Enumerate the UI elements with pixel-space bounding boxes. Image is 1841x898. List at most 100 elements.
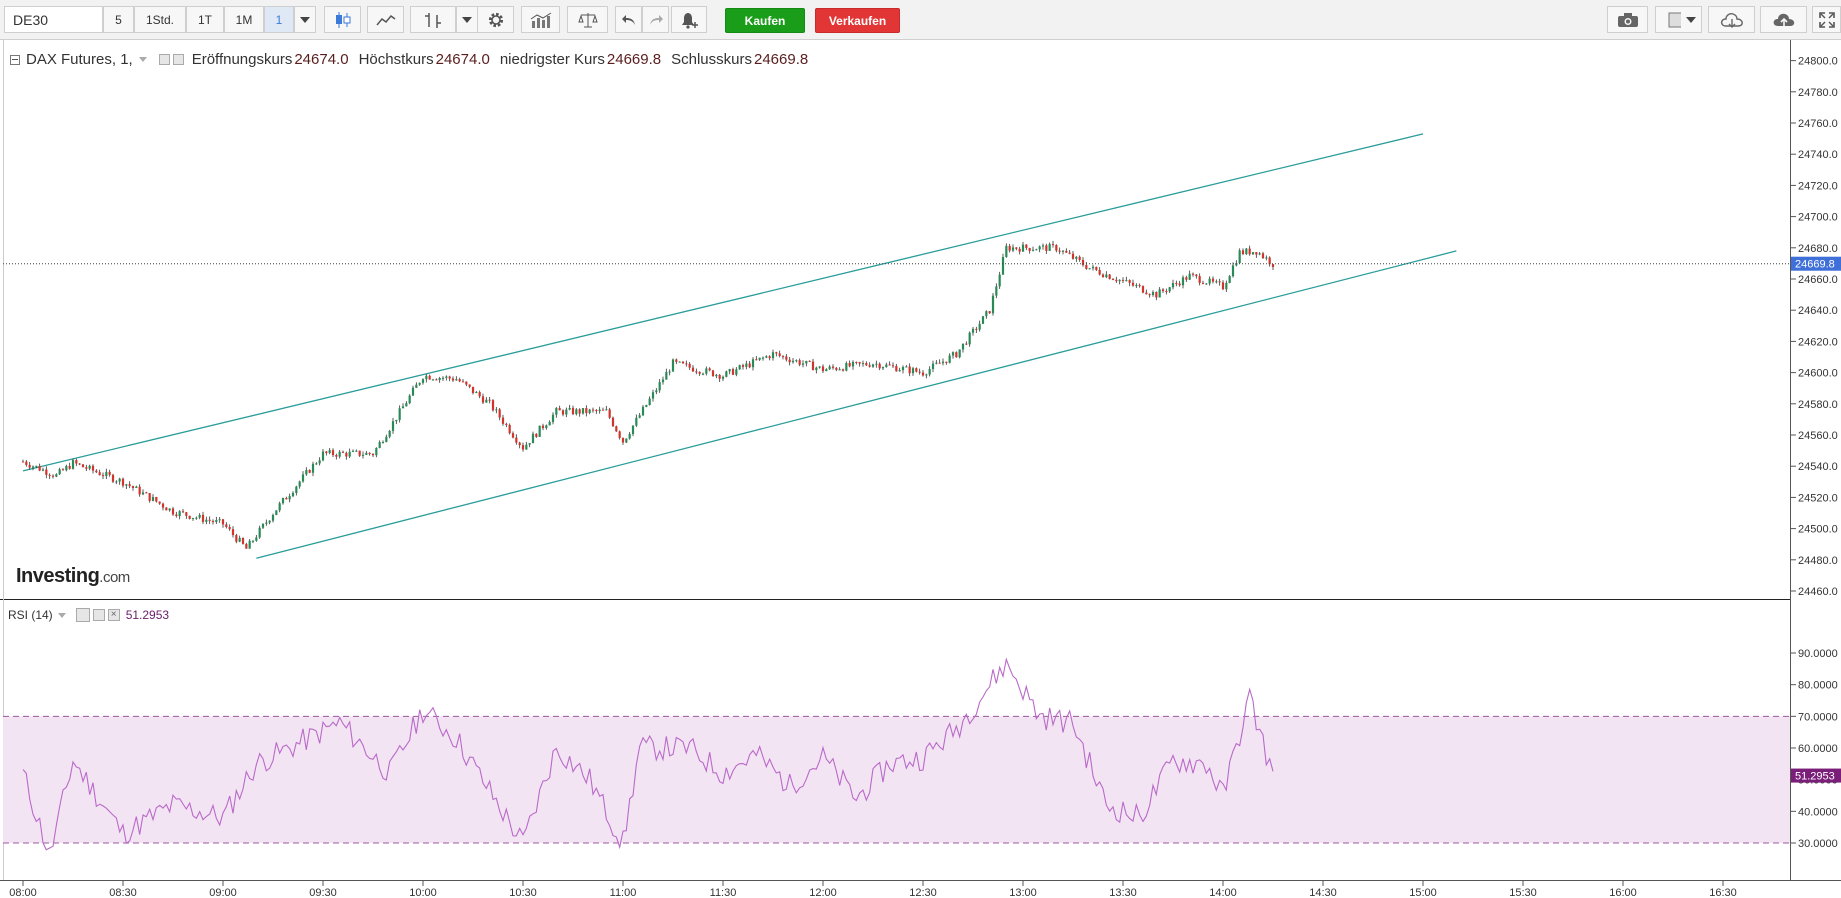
candle-body xyxy=(605,409,608,411)
candle-body xyxy=(708,368,711,371)
candle-body xyxy=(871,364,875,367)
load-layout-button[interactable] xyxy=(1708,6,1755,33)
interval-1d[interactable]: 1T xyxy=(186,6,224,33)
bar-type-button[interactable] xyxy=(410,6,456,33)
rsi-dropdown-icon[interactable] xyxy=(57,612,66,618)
candle-body xyxy=(341,451,345,453)
rsi-close-icon[interactable]: × xyxy=(107,609,120,621)
save-layout-button[interactable] xyxy=(1760,6,1807,33)
candle-body xyxy=(1101,274,1105,278)
candle-body xyxy=(245,543,248,549)
collapse-icon[interactable] xyxy=(10,54,20,65)
settings-small-icon[interactable] xyxy=(172,54,184,65)
x-tick-label: 14:00 xyxy=(1209,887,1237,898)
candle-body xyxy=(915,368,918,372)
candle-body xyxy=(671,359,675,372)
candle-body xyxy=(398,408,401,420)
candle-body xyxy=(765,356,768,358)
redo-button[interactable] xyxy=(642,6,669,33)
candle-body xyxy=(421,379,425,383)
candle-body xyxy=(238,537,241,542)
candle-body xyxy=(121,478,125,486)
candles-button[interactable] xyxy=(324,6,361,33)
candle-body xyxy=(1238,250,1241,264)
candle-body xyxy=(818,366,821,368)
candle-body xyxy=(1268,257,1271,265)
x-tick-label: 10:30 xyxy=(509,887,537,898)
candle-body xyxy=(441,377,445,379)
candle-body xyxy=(1138,285,1141,287)
undo-button[interactable] xyxy=(615,6,642,33)
x-tick-label: 13:30 xyxy=(1109,887,1137,898)
indicators-button[interactable] xyxy=(521,6,560,33)
interval-dropdown[interactable] xyxy=(294,6,316,33)
candle-body xyxy=(1125,280,1128,282)
candle-body xyxy=(1245,248,1248,255)
candle-body xyxy=(731,369,735,375)
indicators-icon xyxy=(530,12,551,28)
legend-dropdown-icon[interactable] xyxy=(138,57,147,62)
candle-body xyxy=(935,362,938,364)
candle-body xyxy=(755,359,758,361)
interval-1[interactable]: 1 xyxy=(264,6,294,33)
candle-body xyxy=(761,357,765,359)
interval-1h[interactable]: 1Std. xyxy=(134,6,186,33)
candle-body xyxy=(1201,282,1205,284)
candle-body xyxy=(55,474,58,477)
candle-body xyxy=(1051,244,1055,246)
layout-dropdown[interactable] xyxy=(1681,6,1702,33)
candle-body xyxy=(485,399,488,403)
candle-body xyxy=(701,373,705,375)
candle-body xyxy=(348,451,351,457)
candle-body xyxy=(821,366,825,372)
rsi-settings-icon[interactable] xyxy=(92,609,105,621)
candle-body xyxy=(815,367,818,371)
candle-body xyxy=(1225,282,1228,290)
interval-1m[interactable]: 1M xyxy=(224,6,264,33)
compare-button[interactable] xyxy=(567,6,608,33)
visibility-icon[interactable] xyxy=(158,54,170,65)
candle-body xyxy=(645,404,648,407)
alert-button[interactable] xyxy=(671,6,707,33)
candle-body xyxy=(991,295,995,314)
investing-logo: Investing.com xyxy=(16,565,130,587)
candle-body xyxy=(251,540,255,542)
candle-body xyxy=(791,360,795,363)
candle-body xyxy=(48,474,51,476)
fullscreen-button[interactable] xyxy=(1812,6,1841,33)
y-tick-label: 24540.0 xyxy=(1798,461,1838,473)
candle-body xyxy=(311,463,315,473)
candle-body xyxy=(905,366,908,368)
line-chart-button[interactable] xyxy=(367,6,404,33)
settings-button[interactable] xyxy=(477,6,514,33)
last-price-label: 24669.8 xyxy=(1795,259,1835,271)
candle-body xyxy=(458,379,461,382)
candle-body xyxy=(295,486,298,493)
candle-body xyxy=(778,353,781,356)
screenshot-button[interactable] xyxy=(1607,6,1648,33)
symbol-input[interactable]: DE30 xyxy=(4,6,103,33)
candle-body xyxy=(591,409,595,411)
candle-body xyxy=(135,486,138,488)
candle-body xyxy=(805,360,808,364)
candle-body xyxy=(305,470,308,475)
candle-body xyxy=(1155,292,1158,298)
rsi-visibility-icon[interactable] xyxy=(75,608,90,622)
buy-button[interactable]: Kaufen xyxy=(725,8,805,33)
candle-body xyxy=(495,409,498,411)
x-tick-label: 11:00 xyxy=(610,887,637,898)
candle-body xyxy=(1031,249,1035,251)
candle-body xyxy=(255,537,258,541)
sell-button[interactable]: Verkaufen xyxy=(815,8,900,33)
candle-body xyxy=(178,511,181,517)
rsi-tick-label: 90.0000 xyxy=(1798,648,1838,660)
ohlc-bar-icon xyxy=(425,12,441,28)
candle-body xyxy=(498,409,501,418)
candle-body xyxy=(321,451,325,461)
interval-5[interactable]: 5 xyxy=(103,6,134,33)
candle-body xyxy=(228,527,231,530)
symbol-name: DAX Futures, 1, xyxy=(26,51,133,68)
candle-body xyxy=(941,361,945,364)
candle-body xyxy=(318,460,321,464)
